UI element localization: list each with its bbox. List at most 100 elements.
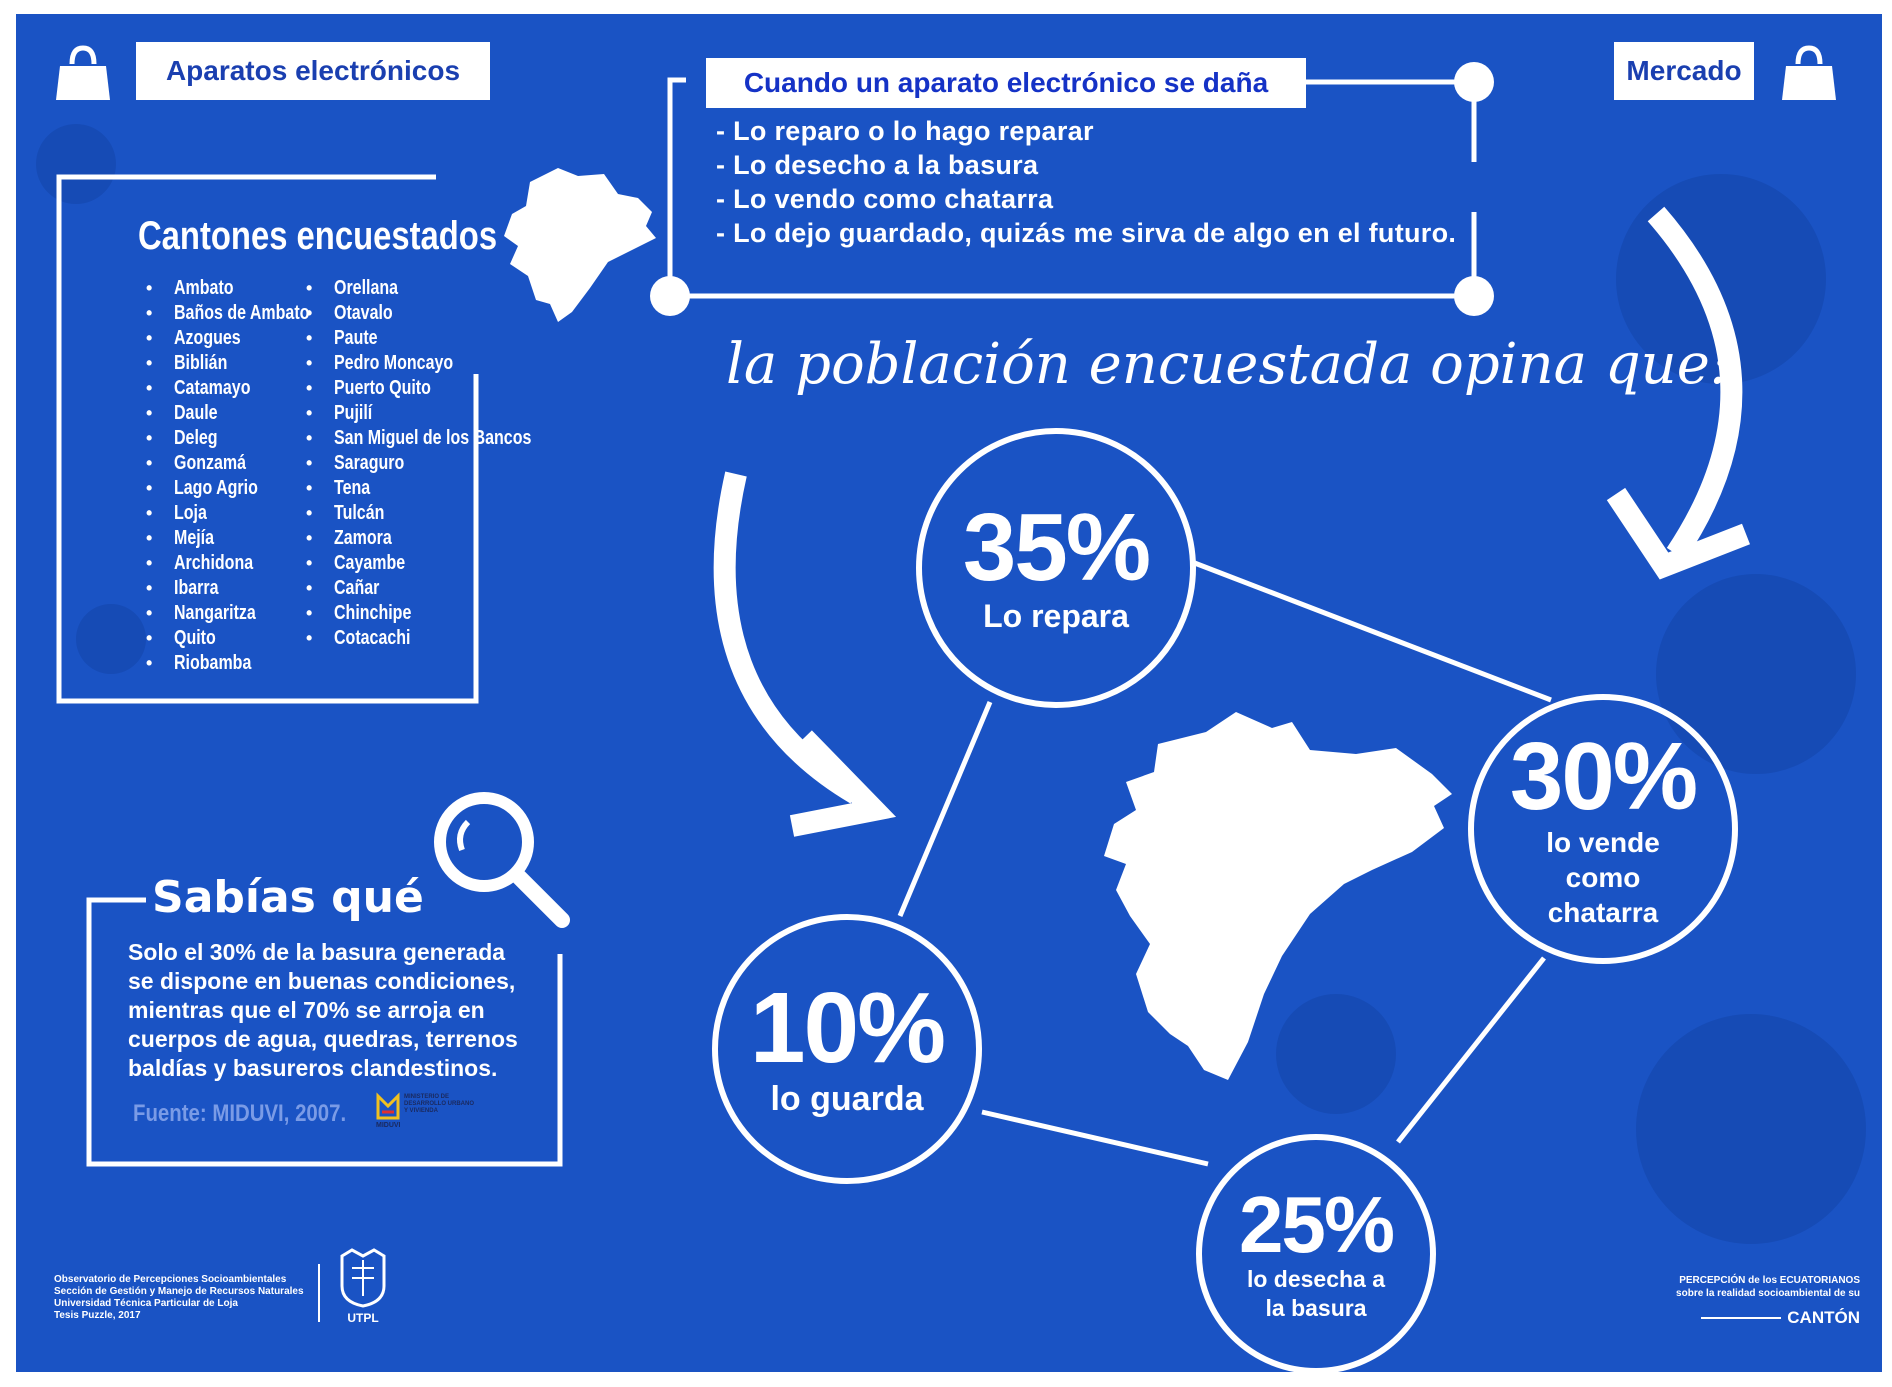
footer-line: Observatorio de Percepciones Socioambien… [54,1274,287,1285]
canton-item: Tena [306,476,581,501]
damage-options: - Lo reparo o lo hago reparar - Lo desec… [716,114,1456,250]
canton-name: Orellana [334,277,399,299]
bg-circle [36,124,116,204]
canton-item: Baños de Ambato [146,301,343,326]
bg-circle [1276,994,1396,1114]
stat-label: lo guarda [770,1079,924,1118]
damage-option: - Lo dejo guardado, quizás me sirva de a… [716,218,1457,248]
stat-connectors [897,559,1552,1167]
canton-name: Chinchipe [334,602,412,624]
damage-option: - Lo reparo o lo hago reparar [716,116,1094,146]
canton-item: Otavalo [306,301,581,326]
canton-name: Ambato [174,277,234,299]
canton-name: Deleg [174,427,218,449]
canton-item: Nangaritza [146,601,343,626]
stat-percent: 35% [962,494,1151,601]
canton-item: Riobamba [146,651,343,676]
canton-name: Cayambe [334,552,406,574]
canton-name: Saraguro [334,452,405,474]
canton-name: Nangaritza [174,602,256,624]
canton-name: Archidona [174,552,254,574]
cantones-title: Cantones encuestados [138,214,498,258]
sabias-text: Solo el 30% de la basura generada se dis… [128,939,518,1081]
stat-circle-desecha: 25% lo desecha a la basura [1196,1134,1436,1372]
canton-item: Cotacachi [306,626,581,651]
stat-label: lo desecha a la basura [1246,1266,1386,1321]
sabias-frame [86,897,563,1167]
canton-name: San Miguel de los Bancos [334,427,532,449]
stat-percent: 10% [749,971,946,1084]
canton-item: Quito [146,626,343,651]
stat-circle-guarda: 10% lo guarda [712,914,982,1184]
sabias-source: Fuente: MIDUVI, 2007. [133,1100,347,1127]
canton-name: Puerto Quito [334,377,431,399]
canton-name: Biblián [174,352,228,374]
canton-name: Mejía [174,527,215,549]
canton-name: Catamayo [174,377,251,399]
canton-item: San Miguel de los Bancos [306,426,581,451]
miduvi-logo-name: MIDUVI [376,1122,401,1129]
canton-name: Riobamba [174,652,252,674]
canton-name: Otavalo [334,302,393,324]
canton-item: Mejía [146,526,343,551]
canton-item: Paute [306,326,581,351]
cantones-list-col2: Orellana Otavalo Paute Pedro Moncayo Puerto … [306,276,581,651]
canton-item: Pujilí [306,401,581,426]
canton-name: Pujilí [334,402,373,424]
canton-item: Chinchipe [306,601,581,626]
canton-item: Pedro Moncayo [306,351,581,376]
stat-label: lo vende como chatarra [1546,826,1660,928]
canton-item: Archidona [146,551,343,576]
ecuador-map-large [1104,712,1452,1080]
canton-name: Quito [174,627,216,649]
canton-name: Baños de Ambato [174,302,310,324]
brand-rule [1701,1317,1782,1319]
canton-name: Tena [334,477,371,499]
footer-credits: Observatorio de Percepciones Socioambien… [54,1274,304,1322]
bg-circle [76,604,146,674]
magnifier-icon [434,792,570,928]
canton-name: Gonzamá [174,452,247,474]
footer-line: Universidad Técnica Particular de Loja [54,1298,238,1309]
footer-line: Tesis Puzzle, 2017 [54,1310,141,1321]
stat-circle-repara: 35% Lo repara [916,428,1196,708]
bg-circle [1636,1014,1866,1244]
miduvi-logo: MINISTERIO DE DESARROLLO URBANO Y VIVIEN… [376,1092,476,1132]
stat-circle-vende: 30% lo vende como chatarra [1468,694,1738,964]
utpl-label: UTPL [347,1311,379,1325]
miduvi-logo-text: MINISTERIO DE DESARROLLO URBANO Y VIVIEN… [404,1094,474,1114]
stat-percent: 25% [1238,1180,1395,1270]
damage-option: - Lo desecho a la basura [716,150,1039,180]
footer-divider [318,1264,320,1322]
headline: la población encuestada opina que: [726,332,1729,397]
canton-item: Tulcán [306,501,581,526]
canton-name: Cañar [334,577,380,599]
utpl-crest-icon [340,1248,386,1308]
canton-name: Tulcán [334,502,385,524]
cantones-list-col1: Ambato Baños de Ambato Azogues Biblián Catam… [146,276,343,676]
curved-arrow-left-icon [713,471,897,837]
mercado-tag: Mercado [1614,42,1754,100]
canton-name: Azogues [174,327,241,349]
canton-item: Gonzamá [146,451,343,476]
brand-line: sobre la realidad socioambiental de su [1676,1288,1860,1299]
canton-name: Paute [334,327,378,349]
canton-item: Catamayo [146,376,343,401]
canton-name: Ibarra [174,577,219,599]
shopping-bag-icon [54,44,112,104]
canton-item: Zamora [306,526,581,551]
aparatos-electronicos-tag: Aparatos electrónicos [136,42,490,100]
shopping-bag-icon [1780,44,1838,104]
canton-item: Daule [146,401,343,426]
canton-name: Lago Agrio [174,477,258,499]
canton-item: Puerto Quito [306,376,581,401]
damage-box-title: Cuando un aparato electrónico se daña [706,58,1306,108]
canton-item: Cayambe [306,551,581,576]
canton-item: Biblián [146,351,343,376]
damage-option: - Lo vendo como chatarra [716,184,1054,214]
footer-brand: PERCEPCIÓN de los ECUATORIANOS sobre la … [1652,1274,1860,1328]
canton-name: Zamora [334,527,392,549]
stat-label: Lo repara [983,598,1129,634]
canton-item: Azogues [146,326,343,351]
brand-canton: CANTÓN [1787,1308,1860,1327]
